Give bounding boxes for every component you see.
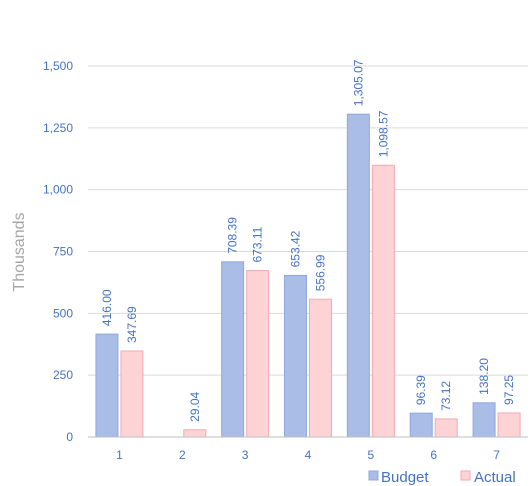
legend-swatch-budget — [368, 470, 379, 481]
x-tick-label: 6 — [430, 448, 437, 462]
bar-actual-3 — [246, 270, 270, 438]
data-label-actual-7: 97.25 — [502, 375, 516, 405]
gridlines — [88, 65, 528, 376]
y-tick-label: 750 — [53, 245, 73, 259]
bar-budget-6 — [409, 412, 433, 438]
data-label-budget-3: 708.39 — [226, 217, 240, 254]
x-axis-ticks: 1 2 3 4 5 6 7 — [116, 448, 500, 462]
y-tick-label: 250 — [53, 368, 73, 382]
y-tick-label: 1,000 — [43, 183, 73, 197]
bar-budget-3 — [221, 261, 245, 438]
data-label-budget-5: 1,305.07 — [351, 59, 365, 106]
data-label-actual-3: 673.11 — [251, 226, 265, 262]
data-label-actual-4: 556.99 — [314, 254, 328, 291]
x-tick-label: 3 — [242, 448, 249, 462]
bar-actual-6 — [434, 418, 458, 438]
y-axis-title: Thousands — [11, 212, 28, 291]
data-label-actual-5: 1,098.57 — [376, 110, 390, 157]
bar-actual-2 — [183, 429, 207, 438]
bar-budget-4 — [284, 274, 307, 438]
y-tick-label: 500 — [53, 306, 73, 320]
legend: Budget Actual — [368, 469, 516, 486]
data-label-actual-1: 347.69 — [125, 306, 139, 343]
y-axis-ticks: 0 250 500 750 1,000 1,250 1,500 — [43, 59, 73, 444]
y-tick-label: 0 — [66, 430, 73, 444]
data-labels: 416.00 347.69 29.04 708.39 673.11 653.42 556.9… — [100, 59, 516, 422]
x-tick-label: 4 — [305, 448, 312, 462]
y-tick-label: 1,250 — [43, 121, 73, 135]
bar-budget-1 — [95, 333, 119, 438]
bar-actual-7 — [497, 412, 521, 438]
bar-actual-4 — [309, 298, 332, 438]
y-tick-label: 1,500 — [43, 59, 73, 73]
data-label-budget-1: 416.00 — [100, 289, 114, 326]
x-tick-label: 1 — [116, 448, 123, 462]
data-label-budget-6: 96.39 — [414, 375, 428, 405]
bar-budget-5 — [346, 113, 370, 438]
bar-actual-5 — [371, 164, 395, 438]
legend-swatch-actual — [460, 470, 471, 481]
bar-budget-7 — [472, 402, 496, 438]
x-tick-label: 7 — [493, 448, 500, 462]
bar-actual-1 — [120, 350, 144, 438]
data-label-budget-4: 653.42 — [289, 230, 303, 267]
data-label-actual-6: 73.12 — [439, 381, 453, 411]
x-tick-label: 2 — [179, 448, 186, 462]
data-label-actual-2: 29.04 — [188, 391, 202, 421]
x-tick-label: 5 — [368, 448, 375, 462]
data-label-budget-7: 138.20 — [477, 358, 491, 395]
legend-label-budget: Budget — [381, 469, 429, 486]
bars — [95, 113, 521, 438]
legend-label-actual: Actual — [474, 469, 516, 486]
